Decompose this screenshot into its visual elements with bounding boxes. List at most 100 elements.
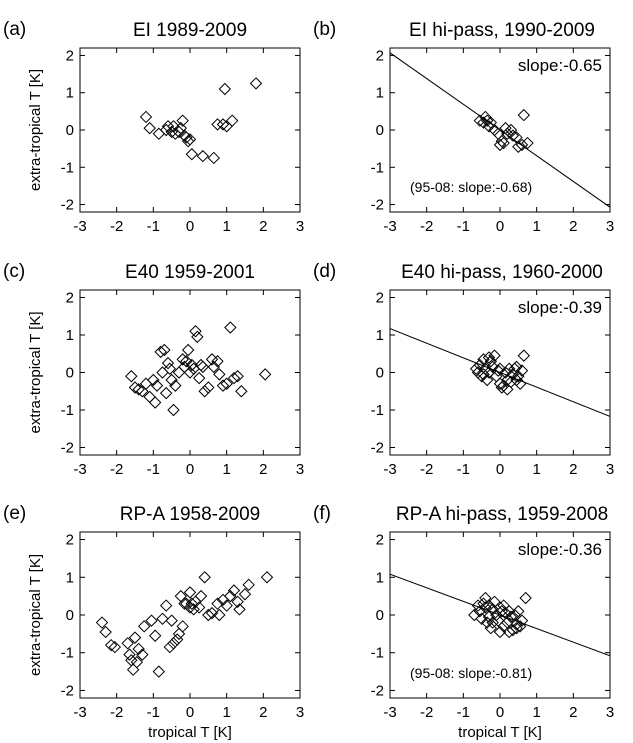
x-tick-label: -3 [383,461,396,478]
data-point [198,571,211,584]
panel-title: EI 1989-2009 [133,20,247,41]
data-point [482,120,496,133]
y-tick-label: 1 [376,85,384,102]
data-point [497,599,510,612]
x-tick-label: -2 [110,461,123,478]
data-point [218,82,232,96]
data-point [515,138,529,152]
data-point [104,638,118,652]
y-tick-label: -2 [371,440,384,457]
data-point [181,343,195,357]
x-tick-label: -2 [110,704,123,721]
panel-title: E40 1959-2001 [125,262,255,283]
data-point [169,379,182,392]
y-tick-label: 1 [66,327,74,344]
x-tick-label: 1 [532,461,540,478]
data-point [161,120,175,133]
data-point [147,373,160,387]
x-tick-label: 1 [222,704,230,721]
data-point [125,370,138,383]
y-tick-label: -2 [61,197,74,214]
data-point [172,627,186,641]
y-tick-label: 0 [376,607,384,624]
y-tick-label: 0 [66,365,74,382]
data-point [512,140,525,153]
data-point [194,589,208,603]
x-tick-label: -2 [420,461,433,478]
panel-d: -3 -2 -1 0 1 2 3 -2 -1 0 1 2 (d) E40 hi-pass, 1960-20… [313,261,614,478]
data-point [176,114,189,127]
data-point [479,601,492,614]
data-point [501,383,514,396]
x-tick-label: -2 [110,218,123,235]
data-point [233,603,246,616]
panel-b: -3 -2 -1 0 1 2 3 -2 -1 0 1 2 (b) EI hi-pass, 1990-200… [313,19,614,235]
data-point [216,379,230,392]
panel-f: -3 -2 -1 0 1 2 3 -2 -1 0 1 2 (f) RP-A hi-pass, 1959-2… [313,503,614,741]
y-tick-label: 2 [66,47,74,64]
data-point [493,625,507,639]
data-point [163,640,177,654]
slope-label: slope:-0.39 [518,298,602,317]
x-tick-label: -2 [420,218,433,235]
x-tick-label: -1 [147,461,160,478]
data-point [231,595,244,609]
data-point [497,136,510,150]
data-point [224,589,237,603]
subperiod-slope-label: (95-08: slope:-0.68) [410,179,532,195]
y-tick-label: 2 [66,532,74,549]
x-tick-label: -3 [383,218,396,235]
y-tick-label: -1 [61,402,74,419]
data-point [189,325,202,338]
slope-label: slope:-0.36 [518,540,602,559]
panel-letter: (d) [313,261,336,282]
data-point [154,345,167,359]
data-point [198,385,211,398]
data-point [163,362,177,375]
data-point [132,383,145,396]
x-tick-label: 0 [496,461,504,478]
panel-letter: (a) [3,19,26,40]
data-point [224,321,237,334]
x-tick-label: 2 [569,218,577,235]
data-point [238,588,252,601]
data-point [510,621,523,635]
x-tick-label: -1 [457,704,470,721]
x-tick-label: 3 [296,461,304,478]
data-point [137,620,151,633]
data-point [207,151,221,165]
x-tick-label: -1 [457,461,470,478]
data-point [126,663,140,676]
x-tick-label: -3 [73,218,86,235]
data-point [227,371,241,385]
data-point [196,149,210,163]
x-tick-label: 3 [296,704,304,721]
data-point [185,148,199,161]
y-tick-label: 2 [376,47,384,64]
data-point [515,614,529,627]
data-point [191,330,204,344]
panel-title: E40 hi-pass, 1960-2000 [401,262,603,283]
x-tick-label: 2 [259,461,267,478]
data-point [158,343,171,357]
y-tick-label: -1 [371,159,384,176]
y-tick-label: 2 [376,290,384,307]
data-point [180,131,193,144]
data-point [150,379,164,392]
y-tick-label: 1 [376,327,384,344]
data-point [192,371,206,385]
data-point [473,358,487,372]
data-point [499,366,512,379]
y-tick-label: 1 [66,569,74,586]
data-point [128,381,142,394]
data-point [482,351,496,364]
x-tick-label: -3 [383,704,396,721]
data-point [176,620,189,633]
data-point [148,396,162,409]
y-axis-label: extra-tropical T [K] [27,69,44,191]
data-point [183,133,197,146]
data-point [484,355,498,368]
data-point [123,648,136,661]
data-point [477,368,490,381]
